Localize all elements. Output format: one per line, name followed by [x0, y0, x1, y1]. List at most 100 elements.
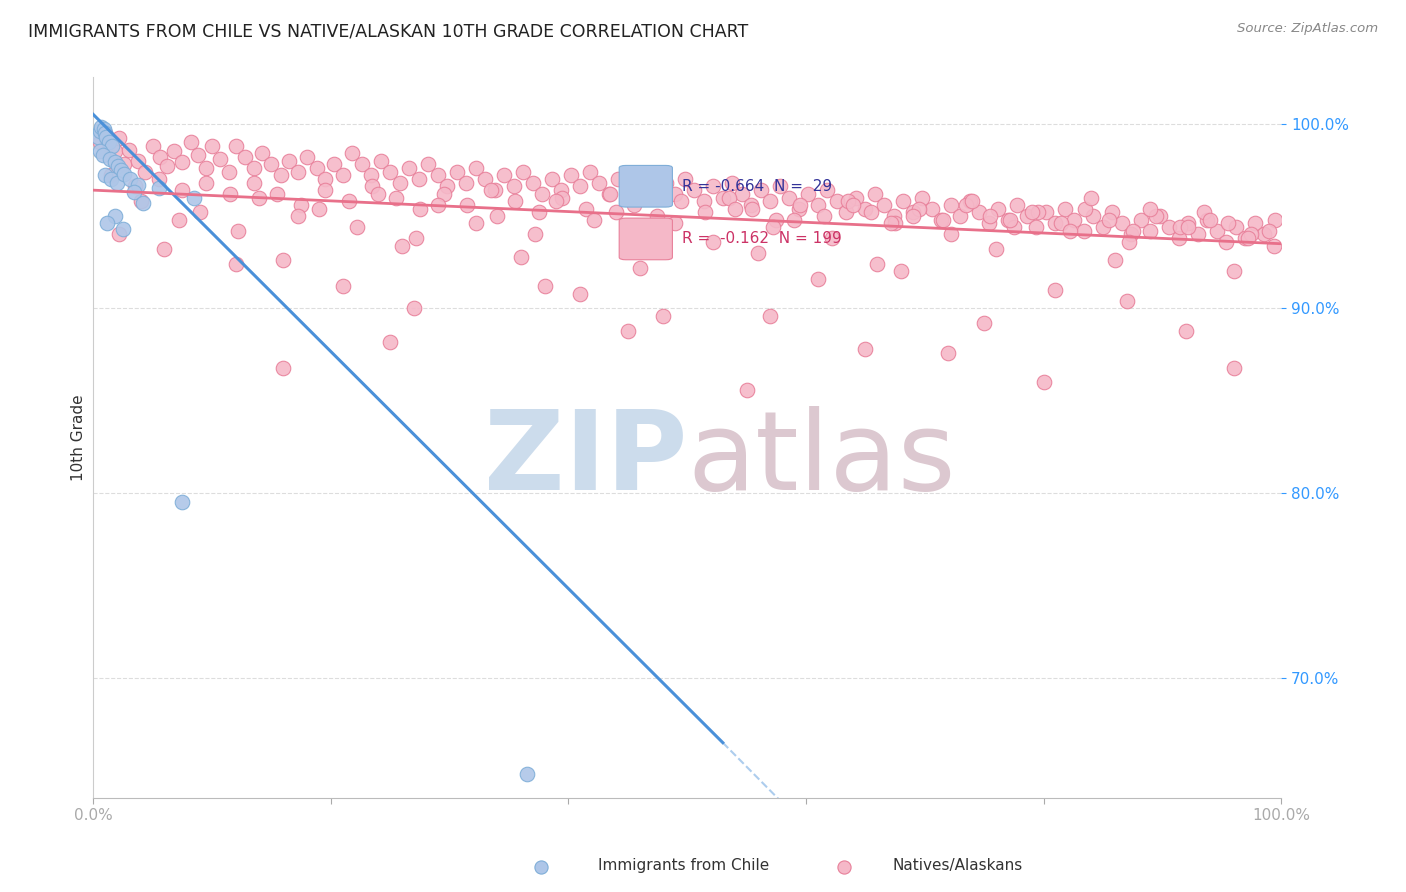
Point [960, 194, 983, 209]
Point [1159, 220, 1181, 235]
Point [105, 176, 128, 190]
Point [977, 216, 1000, 230]
Point [332, 279, 354, 293]
Point [290, 198, 312, 212]
Point [626, 169, 648, 183]
Point [127, 153, 149, 168]
Point [103, 209, 125, 223]
Point [1225, 220, 1247, 235]
Point [588, 176, 610, 190]
Point [108, 131, 131, 145]
Point [195, 161, 218, 175]
Point [901, 209, 924, 223]
Point [378, 164, 401, 178]
Point [880, 216, 903, 230]
Point [96, 216, 118, 230]
Point [575, 202, 598, 216]
Point [560, 169, 582, 183]
Point [464, 216, 486, 230]
Point [484, 183, 506, 197]
Point [98, 152, 121, 166]
Point [647, 209, 669, 223]
Point [112, 167, 135, 181]
Point [96, 129, 118, 144]
Point [110, 162, 132, 177]
Point [583, 212, 606, 227]
Point [717, 190, 740, 204]
Point [1073, 224, 1095, 238]
Point [464, 161, 486, 175]
Point [1035, 205, 1057, 219]
Point [845, 190, 868, 204]
Point [863, 186, 886, 201]
Point [664, 216, 686, 230]
Point [598, 186, 620, 201]
Point [1168, 231, 1191, 245]
Point [724, 202, 747, 216]
Point [314, 172, 336, 186]
Point [180, 135, 202, 149]
Point [1053, 202, 1076, 216]
Point [1206, 224, 1229, 238]
Point [578, 164, 600, 178]
Point [969, 205, 991, 219]
Point [101, 138, 124, 153]
Point [124, 179, 146, 194]
Point [266, 186, 288, 201]
Point [759, 194, 782, 209]
Text: Immigrants from Chile: Immigrants from Chile [598, 858, 769, 872]
Y-axis label: 10th Grade: 10th Grade [72, 394, 86, 481]
Point [1104, 253, 1126, 268]
Point [997, 212, 1019, 227]
Point [405, 231, 427, 245]
Point [911, 190, 934, 204]
Point [616, 183, 638, 197]
Point [623, 198, 645, 212]
Point [883, 209, 905, 223]
Point [118, 143, 141, 157]
Point [984, 242, 1007, 256]
Point [1177, 216, 1199, 230]
Point [693, 194, 716, 209]
Point [1168, 220, 1191, 235]
Point [1222, 264, 1244, 278]
Point [89, 124, 111, 138]
Point [278, 153, 301, 168]
Point [1258, 224, 1281, 238]
Point [188, 205, 211, 219]
Point [98, 138, 121, 153]
Point [789, 198, 811, 212]
Point [1216, 216, 1239, 230]
Point [533, 279, 555, 293]
Point [361, 179, 384, 194]
Point [747, 246, 769, 260]
Point [433, 186, 456, 201]
Point [522, 176, 544, 190]
Point [287, 164, 309, 178]
Point [108, 227, 131, 242]
Point [426, 198, 449, 212]
Point [1059, 224, 1081, 238]
Point [821, 231, 844, 245]
Point [308, 202, 330, 216]
Point [987, 202, 1010, 216]
Point [1111, 216, 1133, 230]
Point [340, 146, 363, 161]
Point [87, 129, 110, 144]
Point [1026, 205, 1049, 219]
Point [628, 260, 651, 275]
Point [494, 169, 516, 183]
Point [901, 205, 924, 219]
Point [546, 194, 568, 209]
Point [486, 209, 509, 223]
Point [456, 198, 478, 212]
Point [127, 178, 149, 192]
Point [711, 190, 734, 204]
Point [530, 860, 553, 874]
Point [673, 172, 696, 186]
Point [955, 198, 977, 212]
Point [512, 164, 534, 178]
Point [652, 309, 675, 323]
Point [599, 186, 621, 201]
Point [769, 179, 792, 194]
